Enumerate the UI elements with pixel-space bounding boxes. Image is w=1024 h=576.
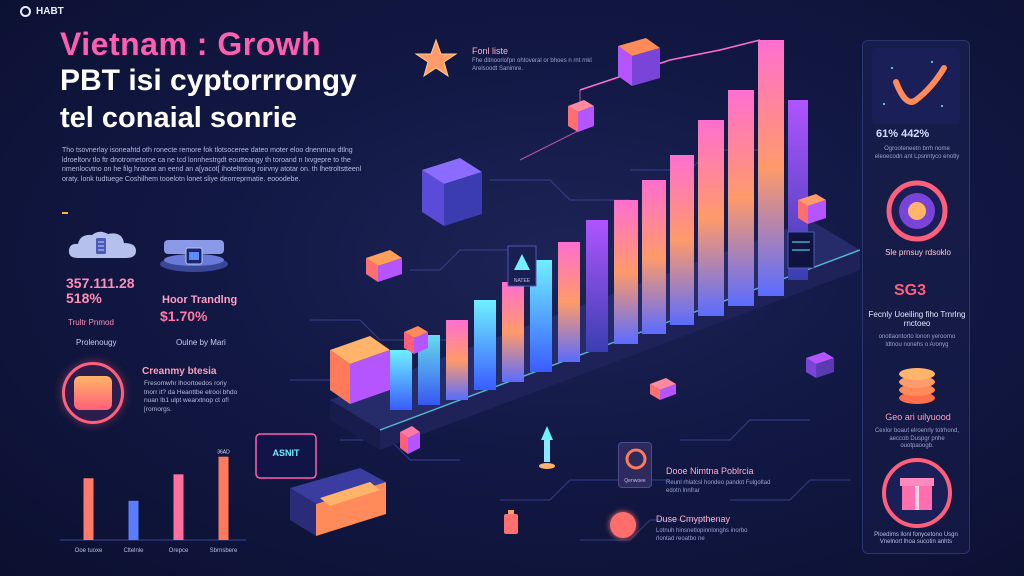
right-stat-sub: Ogrooteneetn brrh nome eleoecodn ant Lps…	[874, 146, 960, 160]
chart-chip-icon	[618, 442, 652, 488]
stat-b-title: Hoor Trandlng	[162, 294, 238, 306]
chart-tick-label-2: Orepce	[169, 548, 189, 554]
chart-bar-0	[83, 478, 94, 540]
floating-cube-2	[618, 38, 660, 86]
floating-cube-6	[568, 100, 594, 132]
isometric-city-scene: ASNIT NATEE	[255, 38, 860, 541]
chip-label: Qenwoee	[624, 478, 646, 484]
right-label-3-sub: Cexlor boaut elroenrly totrhond, aeccob …	[874, 428, 960, 449]
headline-line-3: tel conaial sonrie	[60, 102, 297, 134]
shop-front-icon	[74, 376, 112, 410]
laptop-device	[290, 468, 386, 536]
chip-a-icon: NATEE	[507, 245, 537, 287]
growth-check-icon	[872, 48, 960, 124]
floating-cube-8	[806, 352, 834, 378]
cube-label: NATEE	[514, 278, 531, 284]
chart-tick-label-1: Cltelnle	[123, 548, 144, 554]
chart-bar-2	[173, 474, 184, 540]
floating-cube-1	[422, 158, 482, 226]
chart-bar-1	[128, 500, 139, 540]
bottom-1-title: Dooe Nimtna Poblrcia	[666, 466, 754, 476]
growth-line	[579, 39, 761, 91]
stat-b-value: $1.70%	[160, 308, 208, 324]
neon-sign: ASNIT	[255, 433, 317, 479]
floating-cube-3	[366, 250, 402, 282]
bottom-2-sub: Lotnuh hinsnetlopinnlonghs inorbo rlonta…	[656, 528, 748, 542]
accent-dash	[62, 212, 68, 214]
intro-paragraph: Tho tsovnerlay isoneahtd oth ronecte rem…	[62, 147, 362, 183]
logo-mark-icon	[20, 6, 31, 17]
battery-icon	[504, 510, 518, 534]
logo-text: HABT	[36, 6, 64, 17]
right-big-value: SG3	[894, 282, 927, 299]
floating-cube-9	[650, 378, 676, 400]
stat-a-footer: Prolenougy	[76, 338, 117, 347]
floating-cube-7	[404, 326, 428, 354]
star-icon	[414, 38, 458, 78]
server-node-icon	[787, 231, 815, 269]
coin-stack-icon	[899, 368, 935, 404]
trading-terminal-icon	[160, 240, 228, 272]
stat-b-footer: Oulne by Mari	[176, 338, 226, 347]
right-stat: 61% 442%	[876, 128, 930, 140]
scene-feature-sub: Fhe ditnoorlofpn ohtoveral or bhoes n rn…	[472, 58, 592, 72]
scene-feature-label: Fonl liste	[472, 46, 509, 56]
bottom-2-title: Duse Cmypthenay	[656, 514, 731, 524]
feature-title: Creanmy btesia	[142, 366, 217, 377]
headline-line-1: Vietnam : Growh	[60, 26, 322, 62]
building-bars	[390, 40, 808, 410]
donut-gauge-icon	[886, 180, 948, 242]
stat-a-value-block: 357.111.28 518%	[66, 276, 135, 306]
right-label-1: Sle prnsuy rdsoklo	[885, 248, 951, 257]
cloud-server-icon	[68, 231, 136, 258]
brand-logo: HABT	[20, 6, 64, 17]
chart-data-label-3: 36AD	[217, 450, 230, 456]
right-label-2: Fecnly Uoeiling fiho Trnrlng rnctoeo	[868, 310, 966, 328]
gift-round-icon	[610, 512, 636, 538]
chart-bar-3	[218, 456, 229, 540]
platform-side	[330, 400, 380, 450]
beacon-icon	[539, 426, 555, 469]
chart-tick-label-0: Ooe tuoxe	[75, 548, 103, 554]
gift-circle-icon	[882, 458, 952, 528]
bar-chart: Ooe tuoxe Cltelnle Orepce Sbrnsbere 36AD	[60, 450, 246, 554]
floating-cube-5	[798, 194, 826, 224]
chart-tick-label-3: Sbrnsbere	[210, 548, 238, 554]
floating-cube-4	[330, 336, 390, 404]
stat-a-value: 357.111.28	[66, 275, 135, 291]
right-label-3: Geo ari uilyuood	[885, 412, 951, 422]
stat-a-percent: 518%	[66, 290, 102, 306]
headline-line-2: PBT isi cyptorrrongy	[60, 64, 357, 97]
bottom-1-sub: Reunl rhlatcsl hondeo pandot Fulgoltad e…	[666, 480, 771, 494]
stat-a-label: Trultr Pnmod	[68, 318, 114, 327]
neon-sign-text: ASNIT	[273, 448, 301, 458]
right-footer: Ploedims llonl fonycetono Usgn Vnelnort …	[874, 532, 958, 545]
right-label-2-sub: onotlaontorto lonon yeroorno ldtnou none…	[878, 334, 956, 348]
feature-body: Fresomwhr lhoortoedos roriy tnorr it? da…	[144, 380, 238, 413]
floating-cube-10	[400, 426, 420, 454]
